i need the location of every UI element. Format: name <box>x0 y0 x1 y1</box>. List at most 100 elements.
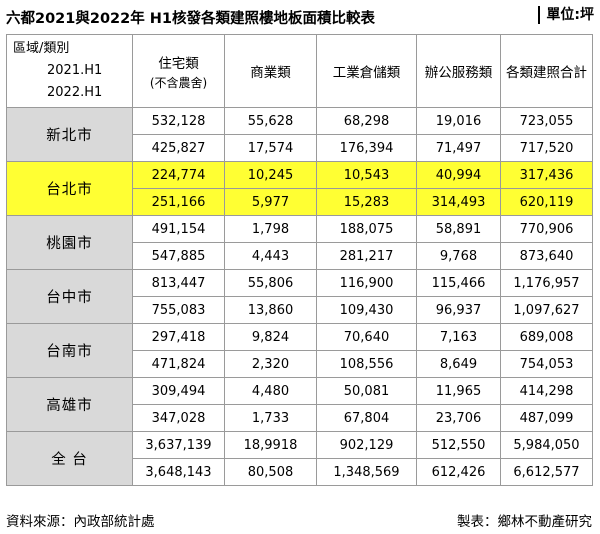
corner-year-2021: 2021.H1 <box>47 63 103 78</box>
value-cell: 491,154 <box>132 215 225 243</box>
value-cell: 4,443 <box>224 242 317 270</box>
value-cell: 314,493 <box>416 188 501 216</box>
value-cell: 55,806 <box>224 269 317 297</box>
value-cell: 873,640 <box>500 242 593 270</box>
value-cell: 414,298 <box>500 377 593 405</box>
table-row: 新北市 532,128 55,628 68,298 19,016 723,055 <box>6 107 593 162</box>
value-cell: 532,128 <box>132 107 225 135</box>
table-row: 755,083 13,860 109,430 96,937 1,097,627 <box>7 296 593 324</box>
title-bar: 六都2021與2022年 H1核發各類建照樓地板面積比較表 單位:坪 <box>0 0 600 34</box>
col-header-residential-label: 住宅類 <box>158 55 199 72</box>
value-cell: 754,053 <box>500 350 593 378</box>
value-cell: 40,994 <box>416 161 501 189</box>
value-cell: 11,965 <box>416 377 501 405</box>
value-cell: 23,706 <box>416 404 501 432</box>
col-header-office: 辦公服務類 <box>416 34 501 108</box>
value-cell: 224,774 <box>132 161 225 189</box>
value-cell: 188,075 <box>316 215 417 243</box>
value-cell: 7,163 <box>416 323 501 351</box>
region-cell: 台中市 <box>6 269 133 324</box>
value-cell: 10,245 <box>224 161 317 189</box>
col-header-total: 各類建照合計 <box>500 34 593 108</box>
table-body: 新北市 532,128 55,628 68,298 19,016 723,055 425,8… <box>6 107 593 486</box>
value-cell: 471,824 <box>132 350 225 378</box>
value-cell: 251,166 <box>132 188 225 216</box>
value-cell: 116,900 <box>316 269 417 297</box>
region-cell: 高雄市 <box>6 377 133 432</box>
value-cell: 297,418 <box>132 323 225 351</box>
region-cell: 新北市 <box>6 107 133 162</box>
value-cell: 487,099 <box>500 404 593 432</box>
col-header-industrial: 工業倉儲類 <box>316 34 417 108</box>
value-cell: 8,649 <box>416 350 501 378</box>
value-cell: 512,550 <box>416 431 501 459</box>
value-cell: 9,768 <box>416 242 501 270</box>
value-cell: 723,055 <box>500 107 593 135</box>
value-cell: 755,083 <box>132 296 225 324</box>
table-row: 台北市 224,774 10,245 10,543 40,994 317,436 <box>6 161 593 216</box>
value-cell: 547,885 <box>132 242 225 270</box>
col-header-commercial: 商業類 <box>224 34 317 108</box>
value-cell: 347,028 <box>132 404 225 432</box>
value-cell: 1,097,627 <box>500 296 593 324</box>
value-cell: 4,480 <box>224 377 317 405</box>
value-cell: 67,804 <box>316 404 417 432</box>
value-cell: 55,628 <box>224 107 317 135</box>
corner-header: 區域/類別 2021.H1 2022.H1 <box>6 34 133 108</box>
value-cell: 18,9918 <box>224 431 317 459</box>
header-row: 區域/類別 2021.H1 2022.H1 住宅類 (不含農舍) 商業類 工業倉… <box>6 34 593 108</box>
region-cell: 全 台 <box>6 431 133 486</box>
table-row: 台中市 813,447 55,806 116,900 115,466 1,176,957 <box>6 269 593 324</box>
value-cell: 309,494 <box>132 377 225 405</box>
table-row: 台南市 297,418 9,824 70,640 7,163 689,008 <box>6 323 593 378</box>
value-cell: 10,543 <box>316 161 417 189</box>
value-cell: 1,733 <box>224 404 317 432</box>
value-cell: 70,640 <box>316 323 417 351</box>
value-cell: 689,008 <box>500 323 593 351</box>
value-cell: 317,436 <box>500 161 593 189</box>
value-cell: 1,348,569 <box>316 458 417 486</box>
table-row: 425,827 17,574 176,394 71,497 717,520 <box>7 134 593 162</box>
table-row: 全 台 3,637,139 18,9918 902,129 512,550 5,984,0… <box>6 431 593 486</box>
value-cell: 1,798 <box>224 215 317 243</box>
value-cell: 813,447 <box>132 269 225 297</box>
value-cell: 109,430 <box>316 296 417 324</box>
value-cell: 902,129 <box>316 431 417 459</box>
region-cell: 台北市 <box>6 161 133 216</box>
col-header-residential: 住宅類 (不含農舍) <box>132 34 225 108</box>
value-cell: 3,648,143 <box>132 458 225 486</box>
value-cell: 1,176,957 <box>500 269 593 297</box>
value-cell: 108,556 <box>316 350 417 378</box>
value-cell: 17,574 <box>224 134 317 162</box>
page-title: 六都2021與2022年 H1核發各類建照樓地板面積比較表 <box>6 11 375 27</box>
table-row: 3,648,143 80,508 1,348,569 612,426 6,612,577 <box>7 458 593 486</box>
table-row: 251,166 5,977 15,283 314,493 620,119 <box>7 188 593 216</box>
col-header-residential-sub: (不含農舍) <box>149 75 208 90</box>
value-cell: 620,119 <box>500 188 593 216</box>
value-cell: 80,508 <box>224 458 317 486</box>
unit-label: 單位:坪 <box>538 6 594 24</box>
source-note: 資料來源：內政部統計處 <box>6 514 155 530</box>
value-cell: 281,217 <box>316 242 417 270</box>
value-cell: 3,637,139 <box>132 431 225 459</box>
value-cell: 115,466 <box>416 269 501 297</box>
value-cell: 58,891 <box>416 215 501 243</box>
value-cell: 50,081 <box>316 377 417 405</box>
value-cell: 717,520 <box>500 134 593 162</box>
value-cell: 5,984,050 <box>500 431 593 459</box>
table-row: 高雄市 309,494 4,480 50,081 11,965 414,298 <box>6 377 593 432</box>
value-cell: 13,860 <box>224 296 317 324</box>
region-cell: 桃園市 <box>6 215 133 270</box>
table-row: 547,885 4,443 281,217 9,768 873,640 <box>7 242 593 270</box>
value-cell: 770,906 <box>500 215 593 243</box>
value-cell: 19,016 <box>416 107 501 135</box>
value-cell: 612,426 <box>416 458 501 486</box>
value-cell: 9,824 <box>224 323 317 351</box>
value-cell: 176,394 <box>316 134 417 162</box>
value-cell: 15,283 <box>316 188 417 216</box>
data-table: 區域/類別 2021.H1 2022.H1 住宅類 (不含農舍) 商業類 工業倉… <box>6 34 593 486</box>
value-cell: 96,937 <box>416 296 501 324</box>
corner-title: 區域/類別 <box>13 41 70 56</box>
value-cell: 425,827 <box>132 134 225 162</box>
region-cell: 台南市 <box>6 323 133 378</box>
